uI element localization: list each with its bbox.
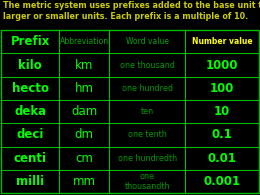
Text: Word value: Word value	[126, 37, 169, 46]
Text: dm: dm	[75, 128, 94, 141]
Text: 0.01: 0.01	[207, 152, 237, 165]
Text: hm: hm	[75, 82, 94, 95]
Text: milli: milli	[16, 175, 44, 188]
Text: cm: cm	[75, 152, 93, 165]
Text: Number value: Number value	[192, 37, 252, 46]
Text: centi: centi	[14, 152, 47, 165]
Text: 100: 100	[210, 82, 234, 95]
Text: one
thousandth: one thousandth	[125, 172, 170, 191]
Text: deka: deka	[14, 105, 46, 118]
Text: one hundredth: one hundredth	[118, 154, 177, 163]
Bar	[1, 30, 259, 193]
Text: 0.001: 0.001	[204, 175, 240, 188]
Text: hecto: hecto	[12, 82, 49, 95]
Text: dam: dam	[71, 105, 98, 118]
Text: deci: deci	[17, 128, 44, 141]
Text: Abbreviation: Abbreviation	[60, 37, 109, 46]
Text: one thousand: one thousand	[120, 61, 175, 70]
Text: km: km	[75, 59, 94, 72]
Text: 10: 10	[214, 105, 230, 118]
Text: Prefix: Prefix	[11, 35, 50, 48]
Text: 1000: 1000	[206, 59, 238, 72]
Text: ten: ten	[141, 107, 154, 116]
Text: kilo: kilo	[18, 59, 42, 72]
Text: The metric system uses prefixes added to the base unit to represent
larger or sm: The metric system uses prefixes added to…	[3, 1, 260, 21]
Text: one hundred: one hundred	[122, 84, 173, 93]
Text: mm: mm	[73, 175, 96, 188]
Text: 0.1: 0.1	[212, 128, 232, 141]
Text: one tenth: one tenth	[128, 130, 167, 139]
